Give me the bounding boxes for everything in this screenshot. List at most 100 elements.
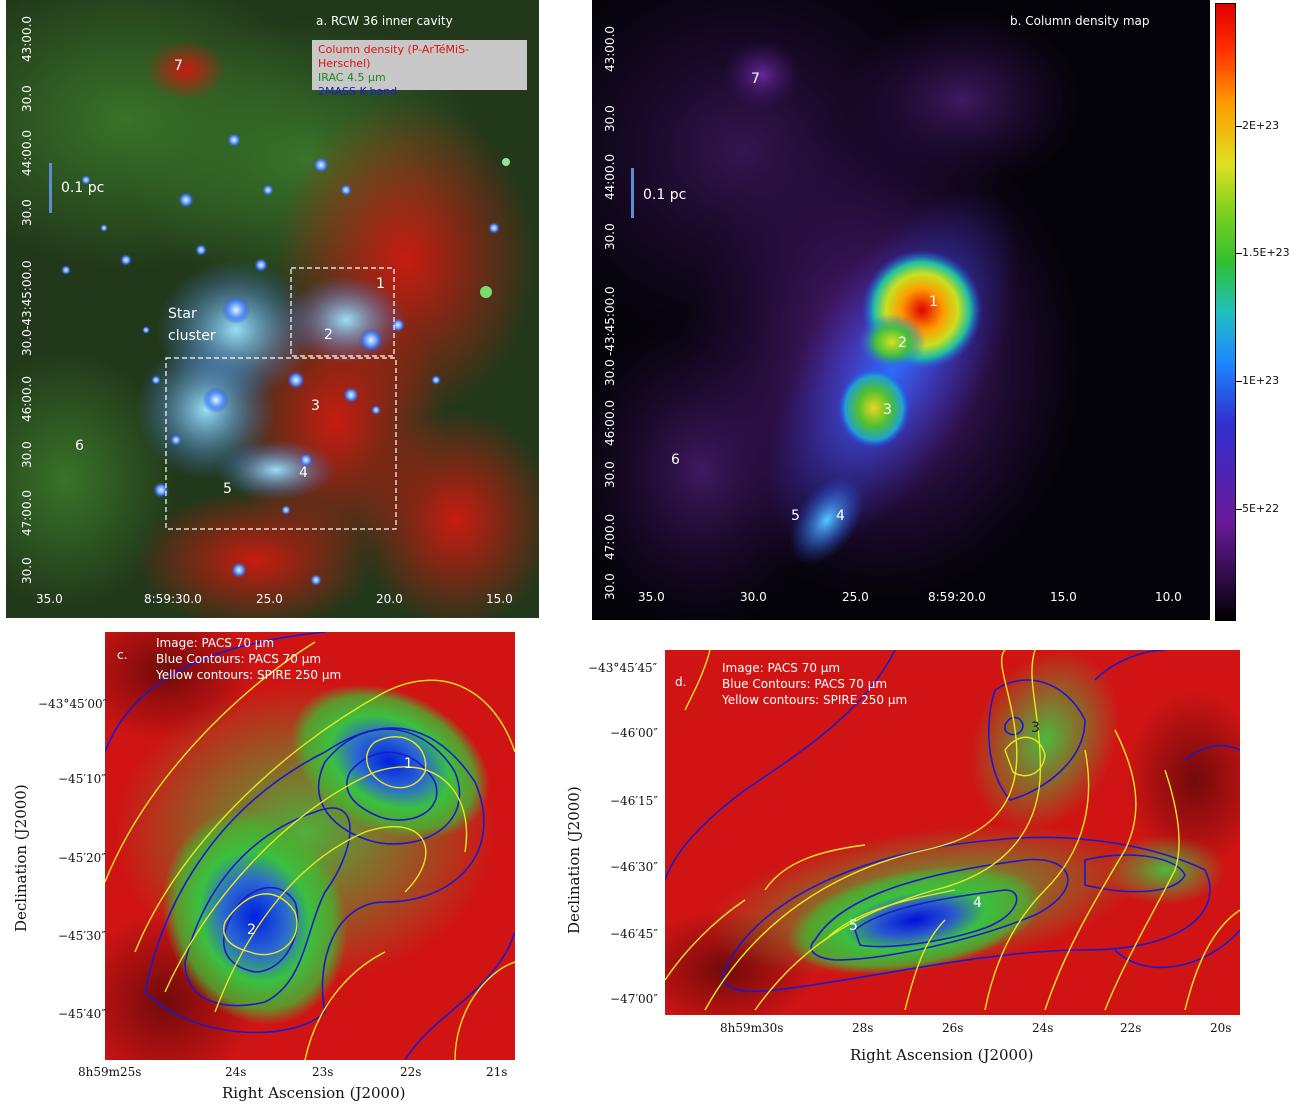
panel-c-blue-contours xyxy=(105,632,515,1060)
panel-b-scalebar xyxy=(631,168,634,218)
panel-a-ytick: -43:45:00.0 xyxy=(20,260,34,330)
panel-d-xlabel: Right Ascension (J2000) xyxy=(850,1046,1034,1064)
panel-c-caption: Image: PACS 70 µm Blue Contours: PACS 70… xyxy=(156,635,341,683)
panel-b-xtick: 10.0 xyxy=(1155,590,1182,604)
panel-c-xtick: 21s xyxy=(486,1065,508,1079)
panel-a-ytick: 30.0 xyxy=(20,329,34,356)
star-cluster-label-1: Star xyxy=(168,306,197,322)
colorbar-label: 2E+23 xyxy=(1242,119,1280,132)
panel-c-xtick: 23s xyxy=(312,1065,334,1079)
panel-b-colorbar xyxy=(1215,3,1236,621)
panel-c-xtick: 22s xyxy=(400,1065,422,1079)
panel-b-xtick: 8:59:20.0 xyxy=(928,590,986,604)
panel-b-title: b. Column density map xyxy=(1010,14,1150,28)
panel-a-box-c xyxy=(290,267,395,357)
panel-c-image xyxy=(105,632,515,1060)
panel-a-ytick: 30.0 xyxy=(20,85,34,112)
panel-a-ytick: 43:00.0 xyxy=(20,15,34,62)
panel-d-image xyxy=(665,650,1240,1015)
panel-d-caption: Image: PACS 70 µm Blue Contours: PACS 70… xyxy=(722,660,907,708)
colorbar-tick xyxy=(1236,381,1242,382)
panel-b-ytick: -43:45:00.0 xyxy=(603,286,617,356)
source-5-label: 5 xyxy=(791,508,800,524)
panel-c-caption-blue: Blue Contours: PACS 70 µm xyxy=(156,652,322,666)
source-3-label: 3 xyxy=(883,402,892,418)
source-5-label: 5 xyxy=(223,481,232,497)
panel-c-xlabel: Right Ascension (J2000) xyxy=(222,1084,406,1102)
panel-d-xtick: 28s xyxy=(852,1021,874,1035)
panel-a-xtick: 25.0 xyxy=(256,592,283,606)
panel-b-xtick: 35.0 xyxy=(638,590,665,604)
panel-c-caption-image: Image: PACS 70 µm xyxy=(156,636,275,650)
source-6-label: 6 xyxy=(75,438,84,454)
source-7-label: 7 xyxy=(174,58,183,74)
panel-d-blue-contours xyxy=(665,650,1240,993)
panel-c-xtick: 24s xyxy=(225,1065,247,1079)
legend-item-column-density: Column density (P-ArTéMiS-Herschel) xyxy=(318,43,470,70)
panel-a-ytick: 30.0 xyxy=(20,441,34,468)
panel-a-ytick: 46:00.0 xyxy=(20,375,34,422)
source-4-label: 4 xyxy=(973,895,982,911)
panel-a-composite-image: a. RCW 36 inner cavity Column density (P… xyxy=(6,0,539,618)
panel-b-ytick: 30.0 xyxy=(603,461,617,488)
panel-b-ytick: 43:00.0 xyxy=(603,25,617,72)
panel-d-ytick: −46′15″ xyxy=(610,794,658,808)
panel-b-ytick: 30.0 xyxy=(603,359,617,386)
panel-c-label: c. xyxy=(117,648,128,662)
source-2-label: 2 xyxy=(324,327,333,343)
panel-d-caption-blue: Blue Contours: PACS 70 µm xyxy=(722,677,888,691)
panel-c-ytick: −45′20″ xyxy=(58,851,106,865)
panel-c-ytick: −45′10″ xyxy=(58,772,106,786)
panel-d-ylabel: Declination (J2000) xyxy=(565,786,583,934)
panel-d-caption-image: Image: PACS 70 µm xyxy=(722,661,841,675)
panel-d-xtick: 26s xyxy=(942,1021,964,1035)
star-cluster-label-2: cluster xyxy=(168,328,216,344)
panel-a-legend: Column density (P-ArTéMiS-Herschel) IRAC… xyxy=(312,40,527,98)
panel-d-xtick: 22s xyxy=(1120,1021,1142,1035)
panel-c-xtick: 8h59m25s xyxy=(78,1065,142,1079)
panel-b-ytick: 46:00.0 xyxy=(603,399,617,446)
colorbar-label: 1E+23 xyxy=(1242,374,1280,387)
source-7-label: 7 xyxy=(751,71,760,87)
panel-a-image xyxy=(6,0,539,618)
panel-a-box-d xyxy=(165,357,397,530)
panel-a-stars xyxy=(61,133,510,586)
source-5-label: 5 xyxy=(849,918,858,934)
colorbar-label: 1.5E+23 xyxy=(1242,246,1290,259)
source-1-label: 1 xyxy=(929,294,938,310)
colorbar-label: 5E+22 xyxy=(1242,502,1280,515)
colorbar-tick xyxy=(1236,509,1242,510)
panel-b-xtick: 25.0 xyxy=(842,590,869,604)
source-3-label: 3 xyxy=(311,398,320,414)
panel-d-ytick: −43°45′45″ xyxy=(588,661,658,675)
source-2-label: 2 xyxy=(247,922,256,938)
panel-b-xtick: 15.0 xyxy=(1050,590,1077,604)
panel-a-ytick: 47:00.0 xyxy=(20,489,34,536)
panel-a-ytick: 30.0 xyxy=(20,557,34,584)
source-4-label: 4 xyxy=(299,465,308,481)
panel-b-ytick: 47:00.0 xyxy=(603,513,617,560)
panel-b-image xyxy=(592,0,1210,620)
panel-c-caption-yellow: Yellow contours: SPIRE 250 µm xyxy=(156,668,342,682)
legend-item-2mass: 2MASS K-band xyxy=(318,85,398,98)
panel-a-scalebar xyxy=(49,163,52,213)
panel-b-ytick: 44:00.0 xyxy=(603,153,617,200)
panel-c-ylabel: Declination (J2000) xyxy=(12,784,30,932)
source-1-label: 1 xyxy=(404,756,413,772)
panel-c-ytick: −45′30″ xyxy=(58,929,106,943)
panel-d-caption-yellow: Yellow contours: SPIRE 250 µm xyxy=(722,693,908,707)
panel-b-scale-label: 0.1 pc xyxy=(643,187,687,203)
panel-c-yellow-contours xyxy=(105,641,515,1060)
panel-a-xtick: 8:59:30.0 xyxy=(144,592,202,606)
panel-d-ytick: −47′00″ xyxy=(610,992,658,1006)
panel-b-column-density-map: b. Column density map 0.1 pc 1 2 3 4 5 6… xyxy=(592,0,1210,620)
source-6-label: 6 xyxy=(671,452,680,468)
panel-b-xtick: 30.0 xyxy=(740,590,767,604)
panel-a-scale-label: 0.1 pc xyxy=(61,180,105,196)
panel-c-ytick: −43°45′00″ xyxy=(38,697,108,711)
source-4-label: 4 xyxy=(836,508,845,524)
panel-d-xtick: 24s xyxy=(1032,1021,1054,1035)
source-1-label: 1 xyxy=(376,276,385,292)
colorbar-tick xyxy=(1236,126,1242,127)
panel-d-pacs-image: d. Image: PACS 70 µm Blue Contours: PACS… xyxy=(665,650,1240,1015)
